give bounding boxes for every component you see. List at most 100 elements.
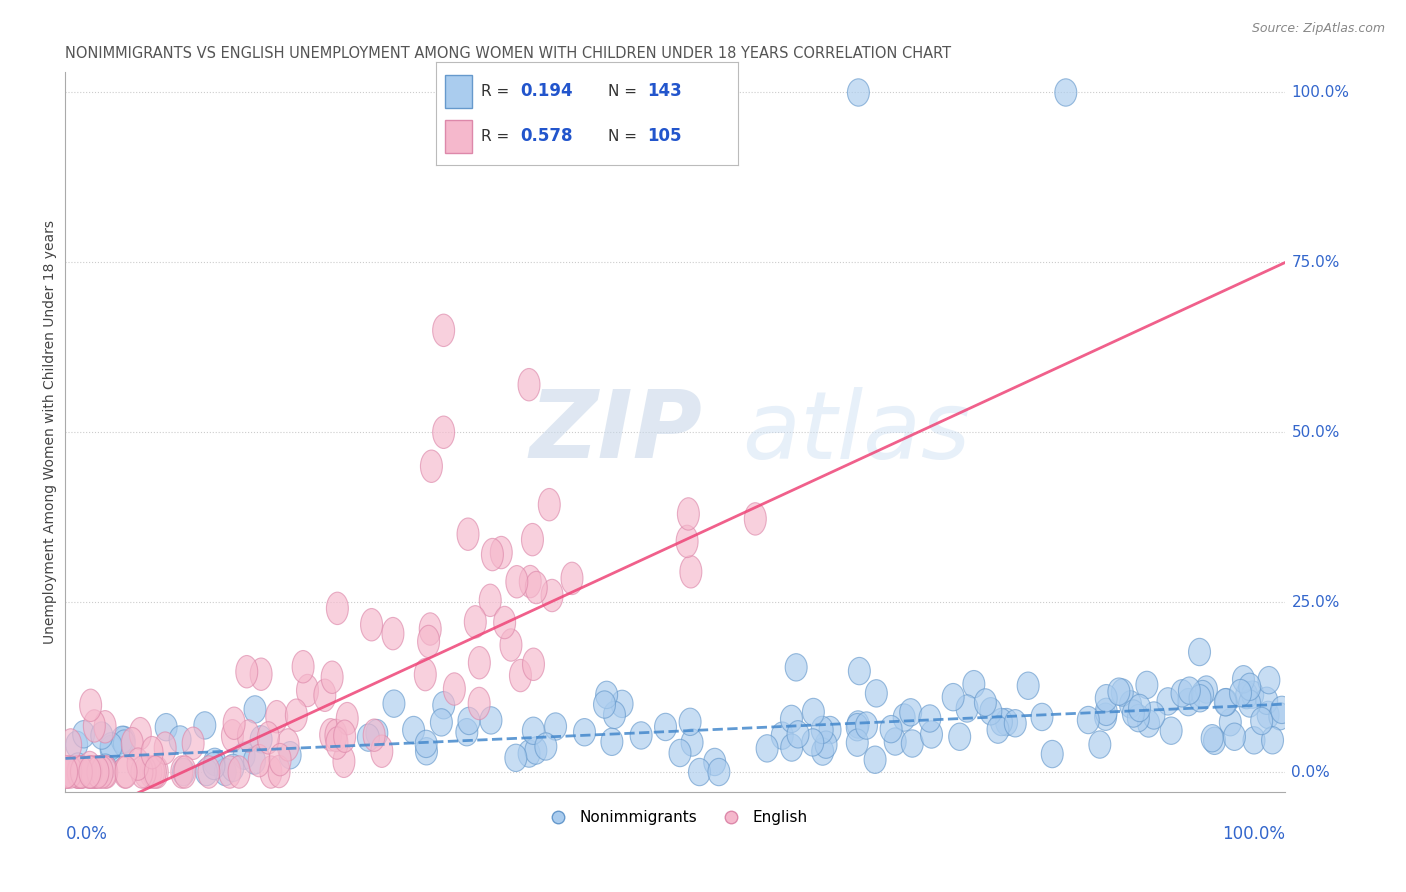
Ellipse shape [382,690,405,717]
Ellipse shape [1271,696,1292,723]
Ellipse shape [146,756,169,789]
Ellipse shape [416,738,437,765]
Text: 100.0%: 100.0% [1292,85,1350,100]
Ellipse shape [1108,678,1130,706]
Ellipse shape [846,711,869,739]
Ellipse shape [94,754,117,781]
Ellipse shape [803,698,824,726]
Text: 105: 105 [647,128,682,145]
Ellipse shape [1261,727,1284,754]
Ellipse shape [574,719,596,746]
Ellipse shape [84,756,107,789]
Ellipse shape [458,707,479,735]
Ellipse shape [56,756,77,789]
Ellipse shape [815,731,837,758]
Ellipse shape [66,756,89,789]
Ellipse shape [80,756,103,789]
Ellipse shape [214,758,236,786]
Ellipse shape [333,720,356,753]
Ellipse shape [519,566,541,598]
Ellipse shape [269,743,291,776]
Ellipse shape [1160,717,1182,745]
Ellipse shape [87,756,108,789]
Ellipse shape [222,755,243,781]
Ellipse shape [787,721,808,748]
Ellipse shape [1004,710,1026,737]
Ellipse shape [678,498,699,530]
Ellipse shape [139,756,162,789]
Ellipse shape [596,681,617,708]
Ellipse shape [257,722,280,754]
Text: N =: N = [609,128,643,144]
Ellipse shape [72,756,93,789]
Ellipse shape [238,720,260,752]
Ellipse shape [173,758,194,786]
Ellipse shape [266,700,288,733]
Ellipse shape [593,691,616,718]
Ellipse shape [155,732,176,764]
Ellipse shape [326,727,347,759]
Ellipse shape [464,606,486,638]
Ellipse shape [1095,698,1118,725]
Ellipse shape [194,712,215,739]
Ellipse shape [66,731,87,758]
Ellipse shape [865,680,887,707]
Ellipse shape [319,719,342,751]
Ellipse shape [468,687,491,720]
Ellipse shape [801,729,824,756]
Ellipse shape [1188,639,1211,665]
Ellipse shape [1177,689,1199,715]
Ellipse shape [357,724,380,751]
Ellipse shape [1157,688,1178,715]
Ellipse shape [280,741,301,769]
Ellipse shape [170,756,193,789]
Ellipse shape [430,709,453,736]
Ellipse shape [366,720,388,747]
Ellipse shape [744,503,766,535]
Ellipse shape [479,706,502,734]
Ellipse shape [517,739,540,767]
Ellipse shape [219,756,240,789]
Text: NONIMMIGRANTS VS ENGLISH UNEMPLOYMENT AMONG WOMEN WITH CHILDREN UNDER 18 YEARS C: NONIMMIGRANTS VS ENGLISH UNEMPLOYMENT AM… [66,46,952,62]
Ellipse shape [1215,689,1237,715]
Ellipse shape [114,730,135,757]
Ellipse shape [534,733,557,760]
Ellipse shape [848,78,869,106]
Ellipse shape [785,654,807,681]
Ellipse shape [94,756,117,789]
Ellipse shape [202,752,225,780]
Ellipse shape [612,690,633,717]
Ellipse shape [1171,680,1194,707]
Ellipse shape [1088,731,1111,758]
Ellipse shape [1031,703,1053,731]
Ellipse shape [956,695,979,723]
Ellipse shape [980,698,1002,725]
Ellipse shape [141,737,163,769]
Ellipse shape [880,715,903,743]
Ellipse shape [419,613,441,645]
Text: 0.578: 0.578 [520,128,574,145]
Y-axis label: Unemployment Among Women with Children Under 18 years: Unemployment Among Women with Children U… [44,220,58,644]
Ellipse shape [509,659,531,692]
Ellipse shape [142,756,165,789]
Ellipse shape [541,579,562,612]
Ellipse shape [681,729,703,756]
Ellipse shape [538,489,560,521]
Text: 143: 143 [647,82,682,100]
Ellipse shape [1223,723,1246,750]
Ellipse shape [1017,672,1039,699]
Ellipse shape [360,608,382,641]
Ellipse shape [1239,673,1261,700]
Ellipse shape [1236,681,1257,709]
Ellipse shape [83,710,105,742]
Ellipse shape [297,674,319,706]
Ellipse shape [1219,708,1241,736]
Ellipse shape [433,691,454,719]
Ellipse shape [920,705,941,732]
Ellipse shape [84,756,107,789]
Ellipse shape [59,729,82,761]
Ellipse shape [772,722,793,749]
Ellipse shape [382,617,404,650]
Ellipse shape [1215,689,1236,716]
Ellipse shape [169,726,191,753]
